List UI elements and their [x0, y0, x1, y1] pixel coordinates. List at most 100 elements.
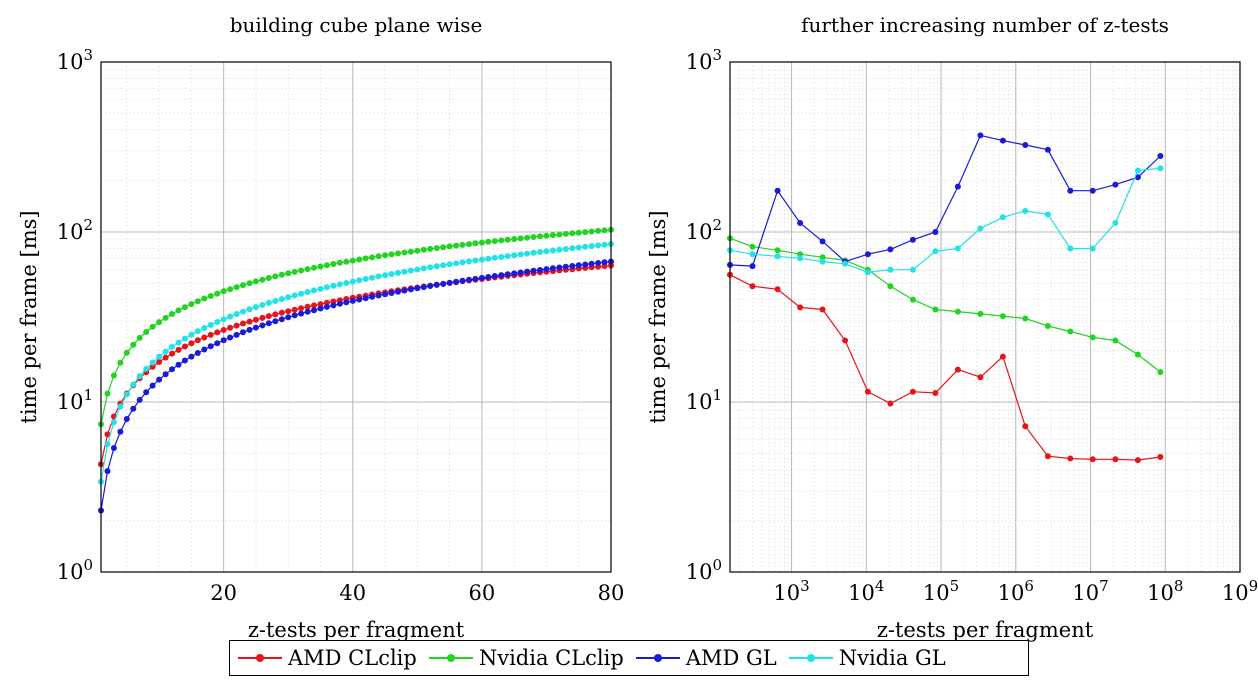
- data-point: [819, 238, 826, 245]
- data-point: [864, 251, 871, 258]
- data-point: [317, 301, 324, 308]
- legend-swatch-nvidia-clclip: [428, 654, 473, 662]
- data-point: [162, 348, 169, 355]
- legend-label: AMD GL: [685, 646, 777, 670]
- data-point: [252, 316, 259, 323]
- data-point: [175, 307, 182, 314]
- y-tick-label: 100: [686, 556, 722, 584]
- data-point: [459, 241, 466, 248]
- data-point: [954, 183, 961, 190]
- data-point: [291, 306, 298, 313]
- data-point: [433, 263, 440, 270]
- data-point: [369, 274, 376, 281]
- data-point: [298, 305, 305, 312]
- data-point: [1044, 211, 1051, 218]
- data-point: [420, 284, 427, 291]
- data-point: [395, 269, 401, 276]
- data-point: [887, 266, 894, 273]
- series-line: [100, 261, 612, 511]
- data-point: [265, 313, 272, 320]
- data-point: [130, 341, 137, 348]
- data-point: [433, 245, 440, 252]
- series-amd-clclip: [727, 271, 1164, 464]
- data-point: [511, 252, 518, 259]
- data-point: [233, 331, 240, 338]
- data-point: [887, 400, 894, 407]
- data-point: [240, 308, 246, 315]
- data-point: [169, 350, 175, 357]
- data-point: [999, 353, 1006, 360]
- data-point: [932, 229, 939, 235]
- data-point: [491, 273, 498, 279]
- data-point: [272, 311, 279, 318]
- data-point: [278, 296, 285, 303]
- data-point: [143, 389, 150, 396]
- data-point: [362, 255, 369, 262]
- data-point: [201, 334, 208, 341]
- data-point: [104, 431, 111, 438]
- data-point: [356, 277, 363, 284]
- data-point: [1112, 181, 1119, 188]
- data-point: [369, 254, 376, 261]
- data-point: [214, 329, 221, 336]
- data-point: [1157, 454, 1164, 460]
- data-point: [149, 382, 156, 389]
- data-point: [104, 441, 111, 448]
- data-point: [491, 254, 498, 261]
- data-point: [194, 328, 201, 335]
- data-point: [117, 403, 124, 410]
- data-point: [220, 327, 227, 333]
- data-point: [749, 251, 756, 258]
- data-point: [188, 353, 195, 360]
- data-point: [201, 325, 208, 331]
- data-point: [110, 372, 117, 379]
- data-point: [797, 304, 804, 311]
- data-point: [298, 267, 305, 274]
- data-point: [272, 273, 279, 280]
- data-point: [1112, 456, 1119, 463]
- data-point: [375, 273, 382, 280]
- data-point: [1022, 207, 1029, 214]
- data-point: [272, 298, 279, 304]
- data-point: [304, 289, 311, 295]
- data-point: [401, 268, 408, 275]
- data-point: [485, 238, 492, 245]
- data-point: [588, 228, 595, 235]
- legend-label: Nvidia CLclip: [478, 646, 624, 670]
- data-point: [349, 278, 356, 285]
- data-point: [162, 371, 169, 378]
- data-point: [601, 259, 608, 266]
- data-point: [601, 241, 608, 248]
- x-tick-label: 108: [1147, 577, 1183, 605]
- data-point: [382, 252, 389, 259]
- y-tick-label: 102: [686, 216, 722, 244]
- data-point: [797, 220, 804, 226]
- data-point: [407, 286, 414, 293]
- data-point: [156, 319, 163, 326]
- data-point: [517, 269, 524, 276]
- data-point: [330, 302, 337, 309]
- data-point: [453, 242, 460, 249]
- data-point: [188, 340, 195, 347]
- data-point: [382, 272, 389, 279]
- legend-swatch-nvidia-gl: [788, 654, 833, 662]
- data-point: [569, 230, 576, 237]
- data-point: [504, 236, 511, 243]
- data-point: [104, 468, 111, 475]
- data-point: [130, 405, 137, 412]
- data-point: [188, 331, 195, 338]
- data-point: [298, 290, 305, 297]
- data-point: [194, 337, 201, 344]
- series-line: [729, 134, 1161, 267]
- data-point: [407, 248, 414, 255]
- data-point: [136, 396, 143, 403]
- x-tick-label: 107: [1072, 577, 1108, 605]
- data-point: [227, 286, 234, 293]
- data-point: [156, 359, 163, 365]
- data-point: [259, 302, 266, 308]
- data-point: [1067, 328, 1074, 335]
- data-point: [240, 320, 246, 327]
- data-point: [304, 303, 311, 310]
- data-point: [181, 335, 188, 342]
- data-point: [323, 303, 330, 310]
